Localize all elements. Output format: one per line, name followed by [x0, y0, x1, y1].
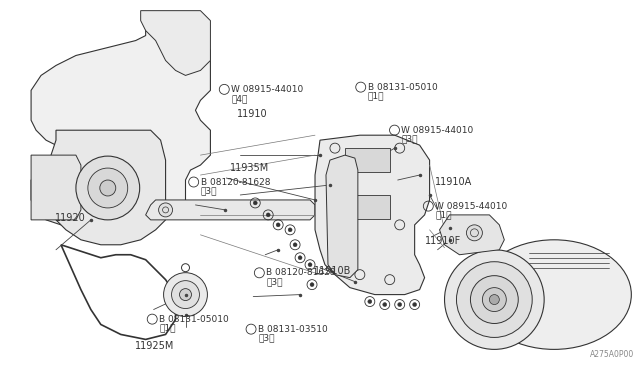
Circle shape — [383, 302, 387, 307]
Circle shape — [483, 288, 506, 311]
Text: （4）: （4） — [231, 94, 248, 103]
Text: 11920: 11920 — [56, 212, 86, 222]
Text: 11910: 11910 — [237, 109, 268, 119]
Text: 11910A: 11910A — [435, 177, 472, 187]
Text: （1）: （1） — [159, 324, 176, 333]
Text: （1）: （1） — [368, 92, 384, 100]
Polygon shape — [146, 200, 315, 220]
Text: （3）: （3） — [258, 334, 275, 343]
Text: 11910F: 11910F — [425, 236, 461, 246]
Text: A275A0P00: A275A0P00 — [589, 350, 634, 359]
Circle shape — [413, 302, 417, 307]
Circle shape — [276, 223, 280, 227]
Text: B 08131-03510: B 08131-03510 — [258, 325, 328, 334]
Circle shape — [172, 280, 200, 308]
Polygon shape — [31, 16, 211, 225]
Circle shape — [397, 302, 402, 307]
Polygon shape — [141, 11, 211, 76]
Text: 11935M: 11935M — [230, 163, 269, 173]
Circle shape — [456, 262, 532, 337]
Polygon shape — [345, 148, 390, 172]
Circle shape — [445, 250, 544, 349]
Polygon shape — [326, 155, 358, 278]
Circle shape — [159, 203, 173, 217]
Circle shape — [180, 289, 191, 301]
Circle shape — [288, 228, 292, 232]
Text: 11910B: 11910B — [314, 266, 351, 276]
Circle shape — [76, 156, 140, 220]
Polygon shape — [31, 155, 81, 220]
Circle shape — [293, 243, 297, 247]
Circle shape — [368, 299, 372, 304]
Circle shape — [298, 256, 302, 260]
Text: （3）: （3） — [201, 186, 217, 195]
Polygon shape — [315, 135, 429, 295]
Text: B 08131-05010: B 08131-05010 — [368, 83, 438, 92]
Text: W 08915-44010: W 08915-44010 — [231, 85, 303, 94]
Circle shape — [164, 273, 207, 317]
Polygon shape — [440, 215, 504, 255]
Circle shape — [470, 276, 518, 324]
Circle shape — [88, 168, 128, 208]
Text: （3）: （3） — [401, 135, 418, 144]
Text: W 08915-44010: W 08915-44010 — [401, 126, 474, 135]
Text: W 08915-44010: W 08915-44010 — [435, 202, 508, 211]
Circle shape — [308, 263, 312, 267]
Circle shape — [467, 225, 483, 241]
Polygon shape — [51, 130, 166, 245]
Polygon shape — [345, 195, 390, 219]
Text: B 08120-81628: B 08120-81628 — [266, 268, 336, 277]
Circle shape — [266, 213, 270, 217]
Text: （3）: （3） — [266, 277, 283, 286]
Circle shape — [253, 201, 257, 205]
Text: （1）: （1） — [435, 211, 452, 219]
Ellipse shape — [477, 240, 631, 349]
Circle shape — [100, 180, 116, 196]
Text: B 08120-81628: B 08120-81628 — [201, 177, 270, 186]
Text: B 08131-05010: B 08131-05010 — [159, 315, 229, 324]
Text: 11925M: 11925M — [134, 341, 174, 351]
Circle shape — [310, 283, 314, 286]
Circle shape — [490, 295, 499, 305]
